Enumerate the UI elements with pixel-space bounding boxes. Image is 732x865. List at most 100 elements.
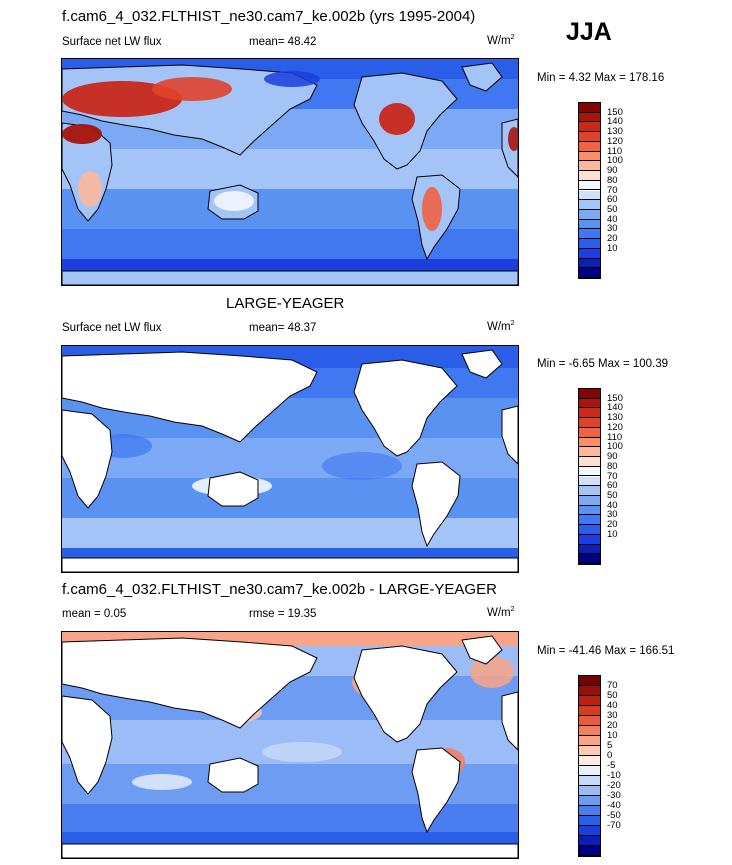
panel-1-unit-label: W/m2 — [487, 34, 515, 47]
panel-1-colorbar — [578, 102, 601, 279]
panel-2-minmax: Min = -6.65 Max = 100.39 — [537, 358, 669, 370]
panel-2-colorbar-swatch — [579, 486, 600, 496]
panel-3-minmax: Min = -41.46 Max = 166.51 — [537, 645, 675, 657]
panel-3-coastline — [353, 645, 458, 743]
panel-2-coastline — [62, 409, 113, 509]
panel-1-colorbar-swatch — [579, 151, 600, 162]
panel-1-field-patch — [422, 187, 442, 231]
panel-2-title: LARGE-YEAGER — [226, 295, 345, 312]
panel-1-field-patch — [264, 71, 320, 87]
panel-2-map-canvas — [62, 346, 518, 572]
panel-1-colorbar-tick: 50 — [607, 203, 618, 215]
panel-3-coastline — [62, 695, 113, 795]
panel-1-field-patch — [78, 171, 102, 207]
panel-1-colorbar-swatch — [579, 219, 600, 230]
panel-3-colorbar-swatch — [579, 756, 600, 766]
panel-1-colorbar-tick: 110 — [607, 145, 623, 157]
panel-3-coastline — [501, 691, 518, 751]
panel-3-field-patch — [132, 774, 192, 790]
panel-2-colorbar-tick: 20 — [607, 519, 618, 531]
panel-1-colorbar-swatch — [579, 190, 600, 201]
panel-3-field-patch — [470, 656, 514, 688]
panel-1-colorbar-swatch — [579, 161, 600, 172]
panel-3-colorbar-swatch — [579, 746, 600, 756]
panel-3-coastline — [62, 637, 318, 729]
panel-1-field-patch — [62, 124, 102, 144]
panel-1-title: f.cam6_4_032.FLTHIST_ne30.cam7_ke.002b (… — [62, 8, 476, 25]
panel-1-colorbar-tick: 120 — [607, 135, 623, 147]
panel-1-field-patch — [152, 77, 232, 101]
panel-3-colorbar-tick: 0 — [607, 750, 613, 761]
panel-2-map — [61, 345, 519, 573]
panel-1-map — [61, 58, 519, 286]
panel-1-minmax: Min = 4.32 Max = 178.16 — [537, 72, 665, 84]
panel-2-colorbar-tick: 90 — [607, 451, 618, 463]
panel-3-colorbar-tick: 5 — [607, 740, 613, 751]
panel-2-colorbar-swatch — [579, 525, 600, 535]
panel-1-field-patch — [214, 191, 254, 211]
panel-2-colorbar-tick: 10 — [607, 528, 618, 540]
panel-2-colorbar-tick: 80 — [607, 460, 618, 472]
panel-2-colorbar-swatch — [579, 544, 600, 555]
panel-3-colorbar-swatch — [579, 806, 600, 816]
panel-2-coastline — [62, 351, 318, 443]
panel-3-colorbar-tick: -20 — [607, 780, 621, 791]
panel-2-colorbar-swatch — [579, 398, 600, 409]
panel-3-colorbar-tick: 40 — [607, 700, 618, 711]
panel-2-colorbar-tick: 50 — [607, 489, 618, 501]
panel-2-ocean-band — [62, 518, 518, 548]
panel-1-field-patch — [379, 103, 415, 135]
panel-3-colorbar — [578, 675, 601, 857]
panel-1-mean-label: mean= 48.42 — [249, 36, 317, 48]
panel-3-coastline — [411, 747, 461, 834]
panel-1-ocean-band — [62, 229, 518, 259]
panel-1-colorbar-swatch — [579, 209, 600, 220]
panel-1-colorbar-swatch — [579, 200, 600, 210]
panel-3-colorbar-swatch — [579, 786, 600, 796]
panel-1-colorbar-swatch — [579, 258, 600, 269]
panel-3-colorbar-swatch — [579, 736, 600, 746]
panel-3-colorbar-swatch — [579, 846, 600, 856]
panel-1-colorbar-swatch — [579, 112, 600, 123]
panel-2-colorbar-tick: 40 — [607, 499, 618, 511]
panel-3-colorbar-swatch — [579, 676, 600, 686]
panel-1-colorbar-swatch — [579, 141, 600, 152]
panel-1-field-patch — [62, 81, 182, 117]
panel-3-rmse-label: rmse = 19.35 — [249, 608, 317, 620]
panel-3-colorbar-swatch — [579, 696, 600, 706]
panel-3-colorbar-tick: -40 — [607, 800, 621, 811]
panel-3-colorbar-swatch — [579, 826, 600, 836]
panel-1-colorbar-tick: 40 — [607, 213, 618, 225]
panel-2-coastline — [411, 461, 461, 548]
panel-1-colorbar-tick: 100 — [607, 155, 623, 167]
panel-3-colorbar-swatch — [579, 686, 600, 696]
panel-3-colorbar-swatch — [579, 766, 600, 776]
panel-2-colorbar-swatch — [579, 476, 600, 487]
panel-2-colorbar-tick: 150 — [607, 392, 623, 404]
panel-3-coastline — [62, 843, 518, 858]
panel-1-colorbar-tick: 30 — [607, 223, 618, 235]
panel-3-colorbar-tick: 50 — [607, 690, 618, 701]
panel-2-coastline — [501, 405, 518, 465]
panel-2-coastline — [353, 359, 458, 457]
panel-3-colorbar-swatch — [579, 706, 600, 716]
panel-2-colorbar-tick: 140 — [607, 402, 623, 414]
panel-2-colorbar-swatch — [579, 408, 600, 419]
panel-1-colorbar-swatch — [579, 268, 600, 278]
panel-2-variable-label: Surface net LW flux — [62, 322, 162, 334]
panel-1-map-canvas — [62, 59, 518, 285]
panel-2-colorbar-tick: 70 — [607, 470, 618, 482]
season-label: JJA — [566, 18, 612, 46]
panel-1-colorbar-swatch — [579, 103, 600, 113]
panel-2-coastline — [62, 557, 518, 572]
panel-3-colorbar-swatch — [579, 726, 600, 736]
panel-3-colorbar-swatch — [579, 716, 600, 726]
panel-2-colorbar-tick: 110 — [607, 431, 623, 443]
panel-3-coastline — [207, 757, 259, 793]
panel-2-colorbar — [578, 388, 601, 565]
panel-2-colorbar-tick: 60 — [607, 480, 618, 492]
panel-3-colorbar-tick: -70 — [607, 820, 621, 831]
panel-1-colorbar-tick: 60 — [607, 194, 618, 206]
panel-3-colorbar-swatch — [579, 776, 600, 786]
panel-2-colorbar-swatch — [579, 515, 600, 526]
